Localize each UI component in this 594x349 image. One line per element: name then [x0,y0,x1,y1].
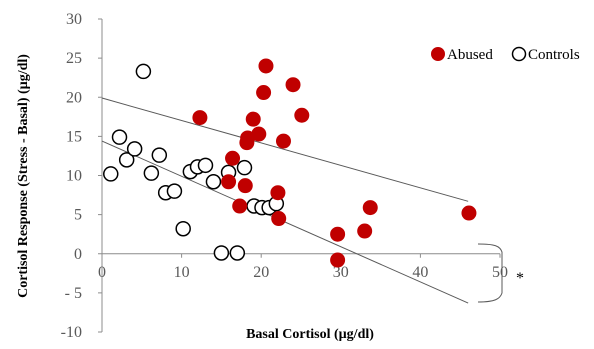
data-point-controls [213,245,230,261]
data-point-abused [357,223,373,239]
legend-label-abused: Abused [447,47,493,63]
data-point-abused [258,58,274,74]
y-tick-label: 20 [66,89,82,106]
data-point-controls [103,166,119,182]
data-point-abused [330,226,346,242]
legend-marker-controls [511,46,527,62]
data-point-controls [135,63,152,80]
data-point-abused [225,150,241,166]
x-tick-label: 20 [253,264,269,281]
data-point-abused [271,211,287,227]
data-point-abused [285,77,301,93]
legend-label-controls: Controls [528,47,580,63]
y-tick-label: - 5 [65,285,82,302]
data-point-abused [275,133,291,149]
x-tick-label: 40 [412,264,428,281]
data-point-abused [256,85,272,101]
data-point-controls [229,245,246,261]
bracket [477,243,503,303]
data-point-controls [111,129,128,145]
y-tick-label: 10 [66,168,82,185]
data-point-controls [151,147,168,163]
x-tick-label: 30 [333,264,349,281]
y-tick-label: 0 [74,246,82,263]
data-point-abused [294,107,310,123]
data-point-abused [461,205,477,221]
y-tick-label: 25 [66,50,82,67]
data-point-controls [126,141,143,157]
data-point-abused [270,185,286,201]
significance-star: * [516,270,524,287]
data-point-controls [118,152,135,168]
data-point-abused [251,126,267,142]
legend-marker-abused [431,47,445,61]
data-point-abused [330,252,346,268]
trend-line-upper [101,97,469,202]
y-tick-label: 5 [74,207,82,224]
y-tick-label: 30 [66,11,82,28]
data-point-controls [166,183,183,199]
data-point-abused [221,174,237,190]
x-tick-label: 0 [98,264,106,281]
data-point-controls [236,159,253,176]
data-markers [103,58,477,268]
x-tick-label: 50 [492,264,508,281]
data-point-controls [197,157,214,174]
data-point-controls [143,165,160,181]
data-point-abused [245,111,261,127]
x-axis-title: Basal Cortisol (µg/dl) [246,327,374,342]
significance-bracket: * [477,243,524,303]
y-axis-title: Cortisol Response (Stress - Basal) (µg/d… [16,54,31,298]
data-point-abused [362,200,378,216]
data-point-controls [205,174,222,190]
legend: Abused Controls [431,46,580,63]
data-point-controls [175,220,191,237]
data-point-abused [192,110,208,126]
data-point-abused [237,178,253,194]
y-tick-label: 15 [66,128,82,145]
y-tick-label: -10 [61,324,82,341]
data-point-abused [232,198,248,214]
x-tick-label: 10 [174,264,190,281]
